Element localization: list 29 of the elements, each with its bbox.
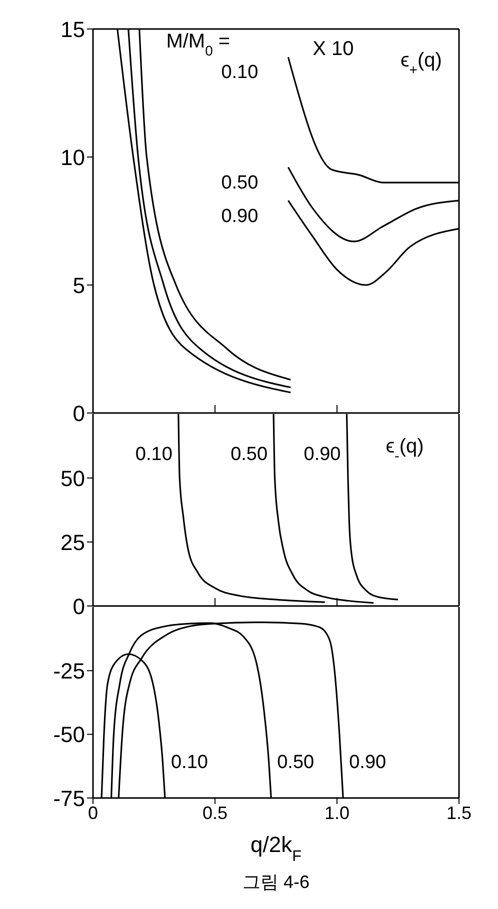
x-tick-label: 0: [88, 802, 98, 823]
annotation: ϵ$_{+}$(q): [400, 50, 442, 78]
y-tick-label: -50: [53, 722, 85, 748]
series-label: 0.50: [277, 752, 314, 773]
x-tick-label: 0.5: [202, 802, 228, 823]
series-label: 0.90: [304, 444, 341, 465]
series-label: 0.10: [221, 62, 258, 84]
y-tick-label: 15: [60, 16, 85, 42]
series-label: 0.90: [349, 752, 386, 773]
y-tick-label: 50: [60, 466, 85, 491]
series-label: 0.50: [230, 444, 268, 465]
y-tick-label: 25: [60, 530, 85, 555]
series-label: 0.50: [221, 172, 258, 194]
y-tick-label: 0: [72, 594, 85, 619]
y-tick-label: 5: [72, 272, 85, 298]
annotation: M/M$_{0}$ =: [166, 30, 230, 58]
annotation: X 10: [312, 38, 354, 60]
caption: 그림 4-6: [241, 871, 311, 894]
x-axis-title: q/2k$_{F}$: [250, 832, 302, 864]
series-label: 0.90: [221, 206, 258, 227]
annotation: ϵ$_{-}$(q): [386, 435, 424, 464]
y-tick-label: -25: [53, 658, 85, 684]
y-tick-label: 10: [60, 144, 85, 170]
x-tick-label: 1.0: [324, 802, 350, 823]
series-label: 0.10: [135, 444, 172, 465]
y-tick-label: -75: [53, 786, 85, 811]
x-tick-label: 1.5: [446, 802, 472, 823]
y-tick-label: 0: [72, 400, 85, 426]
series-label: 0.10: [170, 752, 208, 773]
